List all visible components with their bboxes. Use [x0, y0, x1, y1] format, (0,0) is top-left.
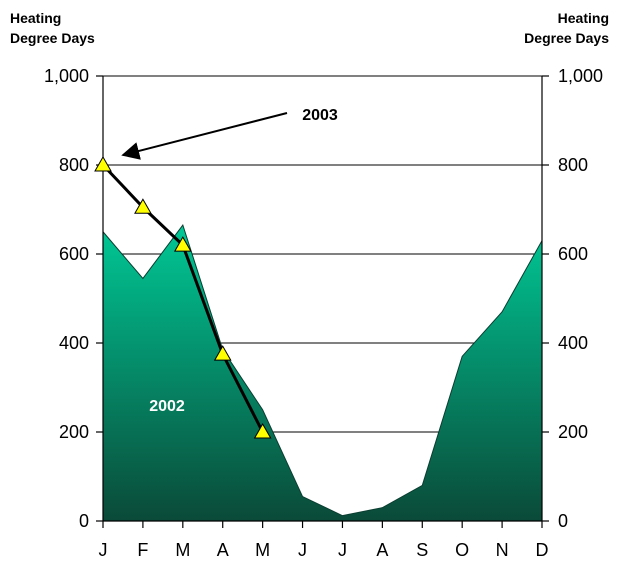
series-2003-marker — [213, 345, 232, 361]
right-y-tick-label: 800 — [558, 155, 588, 175]
area-layer — [102, 223, 543, 521]
annotation-layer: 2003 2002 — [121, 107, 338, 415]
x-tick-label: J — [338, 540, 347, 560]
series-2003-marker — [134, 198, 152, 214]
left-axis-title-line2: Degree Days — [10, 30, 95, 46]
series-2003-marker — [253, 422, 272, 439]
left-y-tick-label: 0 — [79, 511, 89, 531]
annotation-2002-label: 2002 — [149, 398, 185, 415]
x-tick-label: M — [255, 540, 270, 560]
left-y-tick-label: 1,000 — [44, 66, 89, 86]
right-axis-title-line2: Degree Days — [524, 30, 609, 46]
right-y-tick-label: 0 — [558, 511, 568, 531]
line-layer — [94, 155, 272, 439]
annotation-2003-label: 2003 — [302, 107, 338, 124]
series-2003-marker — [94, 155, 112, 172]
right-y-tick-label: 200 — [558, 422, 588, 442]
right-axis-title: Heating Degree Days — [524, 8, 609, 48]
x-tick-label: S — [416, 540, 428, 560]
x-tick-label: M — [175, 540, 190, 560]
series-2002-outline — [102, 223, 543, 517]
x-tick-label: J — [298, 540, 307, 560]
x-tick-label: D — [536, 540, 549, 560]
x-tick-label: O — [455, 540, 469, 560]
x-tick-label: N — [496, 540, 509, 560]
x-tick-label: J — [99, 540, 108, 560]
x-tick-label: A — [217, 540, 229, 560]
annotation-2003-arrow — [121, 112, 288, 160]
axis-layer: 0 0 200 200 400 400 600 600 800 800 1,000 1,000 J F M A… — [44, 66, 603, 560]
right-y-tick-label: 400 — [558, 333, 588, 353]
x-tick-label: A — [376, 540, 388, 560]
right-axis-title-line1: Heating — [557, 10, 609, 26]
left-axis-title-line1: Heating — [10, 10, 62, 26]
left-y-tick-label: 400 — [59, 333, 89, 353]
left-y-tick-label: 800 — [59, 155, 89, 175]
right-y-tick-label: 600 — [558, 244, 588, 264]
left-y-tick-label: 600 — [59, 244, 89, 264]
left-y-tick-label: 200 — [59, 422, 89, 442]
right-y-tick-label: 1,000 — [558, 66, 603, 86]
series-2003-marker — [173, 236, 192, 252]
left-axis-title: Heating Degree Days — [10, 8, 95, 48]
x-tick-label: F — [137, 540, 148, 560]
series-2002-area — [103, 225, 542, 521]
